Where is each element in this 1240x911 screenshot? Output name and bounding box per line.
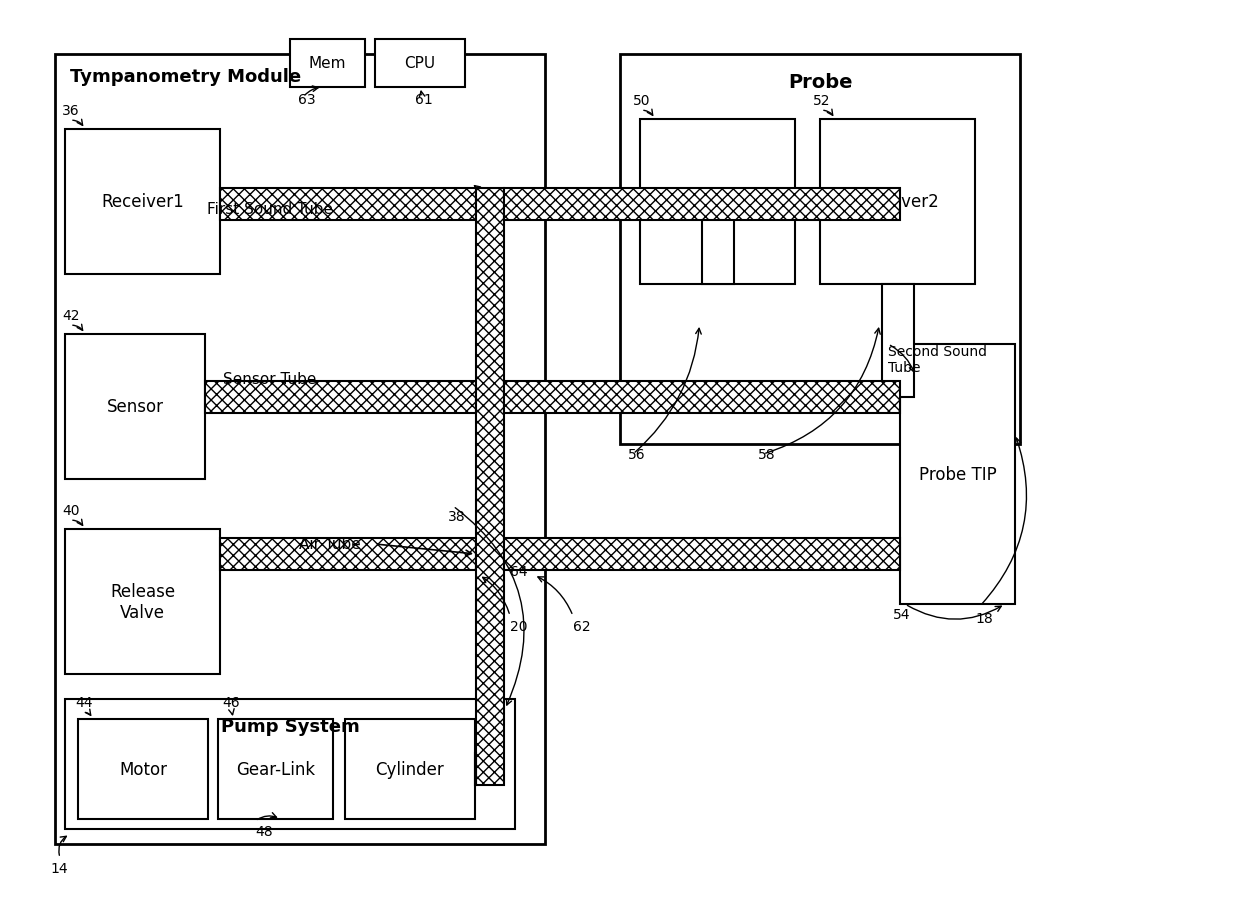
Text: 61: 61 [415,93,433,107]
Bar [503,382,900,414]
Bar [503,538,900,570]
Text: 42: 42 [62,309,79,322]
Bar [503,189,900,220]
Text: Mem: Mem [309,56,346,71]
Text: Pump System: Pump System [221,717,360,735]
Bar [64,529,219,674]
Bar [55,55,546,844]
Bar [219,189,476,220]
Text: 54: 54 [893,608,910,621]
Bar [882,284,914,397]
Bar [702,205,734,284]
Text: 62: 62 [573,619,590,633]
Bar [218,719,334,819]
Text: 46: 46 [222,695,239,710]
Text: 36: 36 [62,104,79,118]
Text: 60: 60 [489,203,506,217]
Text: 50: 50 [632,94,651,107]
Text: 38: 38 [448,509,466,524]
Text: Motor: Motor [119,760,167,778]
Bar [620,55,1021,445]
Text: Microphone: Microphone [673,195,763,210]
Bar [900,344,1016,604]
Text: Sensor: Sensor [107,398,164,416]
Text: Second Sound
Tube: Second Sound Tube [888,344,987,374]
Text: Receiver2: Receiver2 [856,193,939,211]
Text: Receiver1: Receiver1 [102,193,184,211]
Text: 64: 64 [510,565,528,578]
Text: 52: 52 [813,94,831,107]
Bar [64,700,515,829]
Text: Release
Valve: Release Valve [110,582,175,621]
Text: 48: 48 [255,824,273,838]
Text: Probe: Probe [787,73,852,92]
Text: 20: 20 [510,619,527,633]
Text: First Sound Tube: First Sound Tube [207,202,334,217]
Text: Tympanometry Module: Tympanometry Module [69,68,301,86]
Bar [345,719,475,819]
Text: CPU: CPU [404,56,435,71]
Text: Cylinder: Cylinder [376,760,444,778]
Bar [374,40,465,87]
Text: 44: 44 [74,695,93,710]
Text: 40: 40 [62,504,79,517]
Bar [64,130,219,275]
Bar [290,40,365,87]
Bar [820,120,975,284]
Text: 58: 58 [758,447,776,462]
Text: Sensor Tube: Sensor Tube [223,372,316,387]
Bar [78,719,208,819]
Bar [205,382,476,414]
Bar [476,189,503,785]
Bar [640,120,795,284]
Text: 14: 14 [50,861,68,875]
Text: 56: 56 [627,447,646,462]
Text: Air Tube: Air Tube [299,537,361,552]
Bar [219,538,476,570]
Text: Gear-Link: Gear-Link [236,760,315,778]
Text: Probe TIP: Probe TIP [919,466,997,484]
Text: 63: 63 [298,93,316,107]
Bar [64,334,205,479]
Text: 18: 18 [975,611,993,625]
